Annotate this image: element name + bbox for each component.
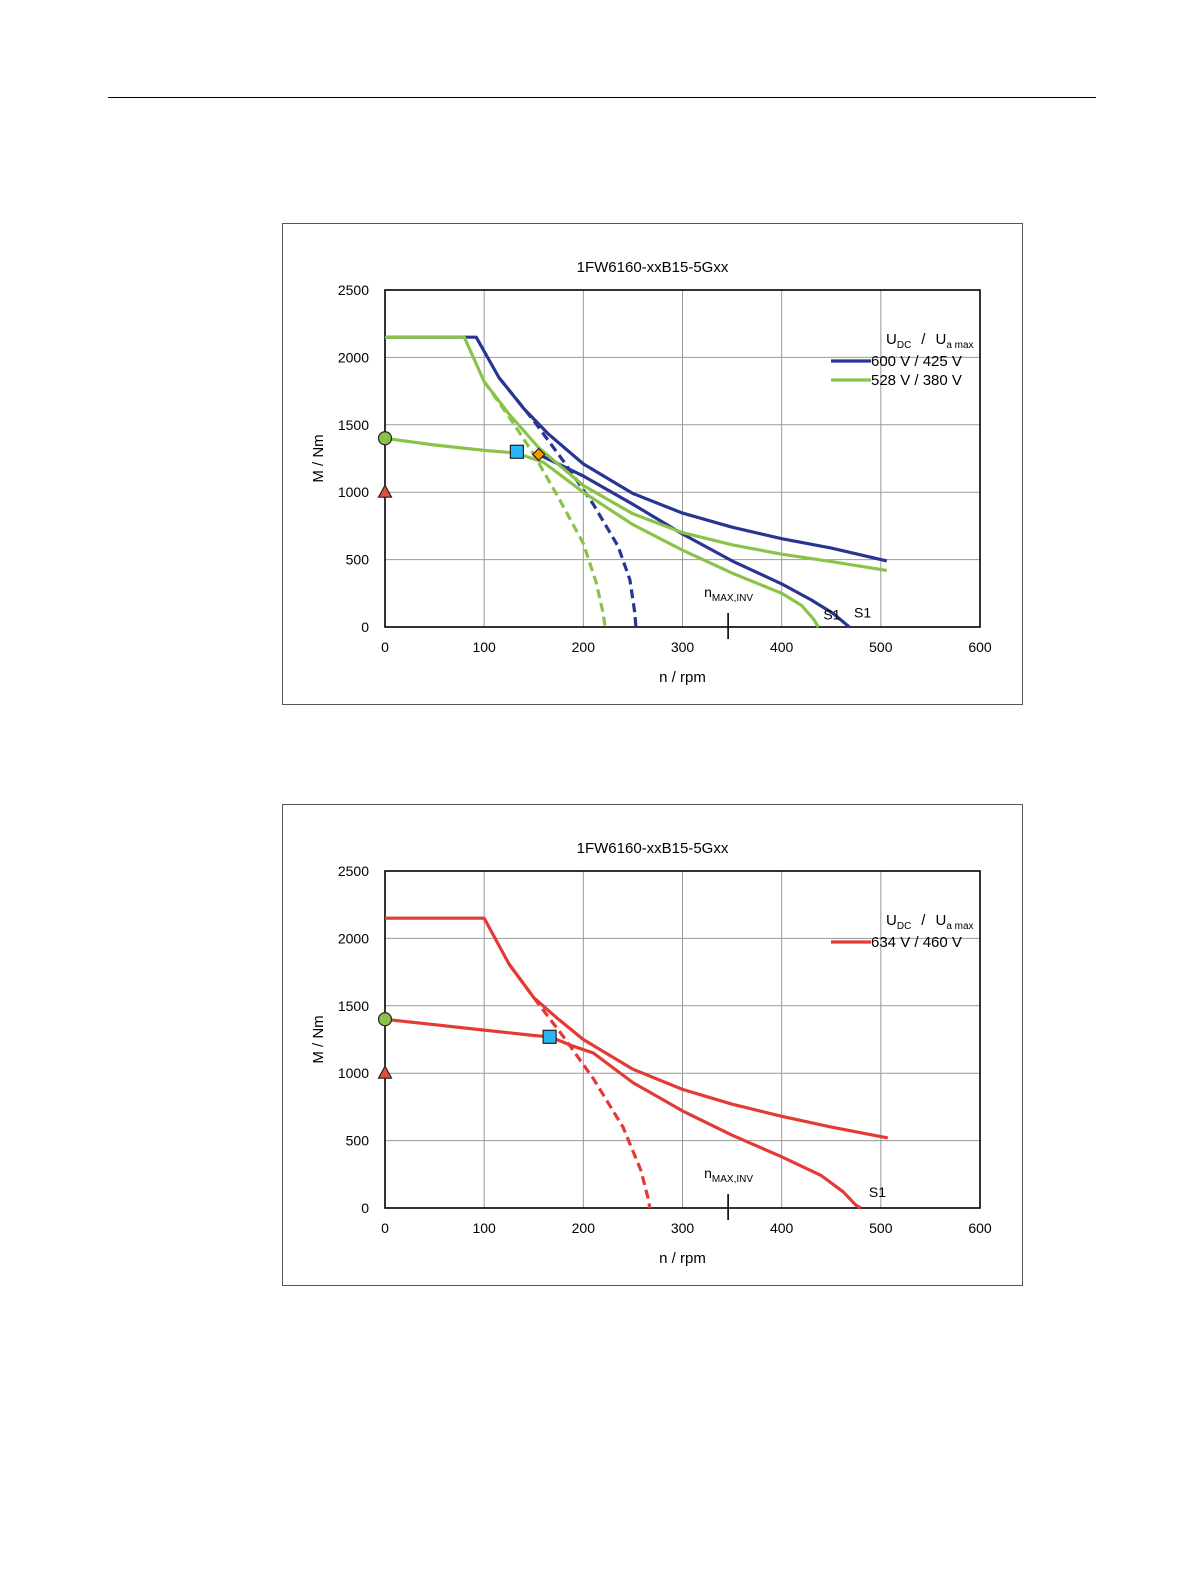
marker-triangle xyxy=(377,483,393,498)
nmax-inv-label: nMAX,INV xyxy=(704,1165,753,1185)
x-tick-label: 600 xyxy=(968,1220,992,1236)
series-0-curve-0 xyxy=(385,916,889,1140)
curve-label-s1: S1 xyxy=(823,607,840,623)
chart-title: 1FW6160-xxB15-5Gxx xyxy=(577,840,729,857)
chart-1-svg: 1FW6160-xxB15-5Gxx 0 100 200 300 400 500 600 0 50… xyxy=(310,259,992,686)
y-tick-label: 2500 xyxy=(338,282,369,298)
x-tick-label: 600 xyxy=(968,639,992,655)
legend-u-sub: DC xyxy=(897,921,911,932)
legend-entry: 528 V / 380 V xyxy=(871,372,962,389)
y-tick-label: 2000 xyxy=(338,349,369,365)
x-tick-label: 0 xyxy=(381,639,389,655)
x-tick-label: 300 xyxy=(671,639,695,655)
x-axis-label: n / rpm xyxy=(659,1250,706,1267)
y-tick-label: 1000 xyxy=(338,1065,369,1081)
nmax-inv-label: nMAX,INV xyxy=(704,584,753,604)
series-0-curve-1 xyxy=(384,1017,862,1210)
y-tick-label: 2500 xyxy=(338,863,369,879)
x-tick-label: 200 xyxy=(572,639,596,655)
x-tick-label: 200 xyxy=(572,1220,596,1236)
nmax-sub: MAX,INV xyxy=(712,1174,753,1185)
x-axis-label: n / rpm xyxy=(659,669,706,686)
chart-title: 1FW6160-xxB15-5Gxx xyxy=(577,259,729,276)
y-tick-label: 500 xyxy=(346,552,370,568)
y-tick-label: 1500 xyxy=(338,417,369,433)
marker-square xyxy=(509,444,524,459)
y-tick-label: 0 xyxy=(361,1200,369,1216)
legend-u: U xyxy=(886,912,897,929)
y-tick-label: 0 xyxy=(361,619,369,635)
legend-entry: 634 V / 460 V xyxy=(871,934,962,951)
marker-square xyxy=(542,1029,557,1044)
legend-slash: / xyxy=(921,912,926,929)
series-0-curve-1 xyxy=(538,453,851,629)
legend-ua: U xyxy=(935,912,946,929)
x-tick-label: 400 xyxy=(770,1220,794,1236)
x-tick-label: 100 xyxy=(472,639,496,655)
nmax-n: n xyxy=(704,584,712,600)
y-tick-label: 1000 xyxy=(338,484,369,500)
y-tick-label: 500 xyxy=(346,1133,370,1149)
series-1-curve-0 xyxy=(385,335,888,572)
x-tick-label: 400 xyxy=(770,639,794,655)
x-tick-label: 300 xyxy=(671,1220,695,1236)
y-tick-label: 2000 xyxy=(338,930,369,946)
legend-ua-sub: a max xyxy=(946,340,973,351)
legend-u: U xyxy=(886,331,897,348)
page-top-rule xyxy=(108,97,1096,98)
legend-title: UDC / Ua max xyxy=(886,912,974,932)
curve-label-s1: S1 xyxy=(854,605,871,621)
nmax-sub: MAX,INV xyxy=(712,593,753,604)
y-axis-label: M / Nm xyxy=(310,1015,327,1063)
series-0-curve-2 xyxy=(497,376,638,628)
y-axis-label: M / Nm xyxy=(310,434,327,482)
x-tick-label: 100 xyxy=(472,1220,496,1236)
series-1-curve-1 xyxy=(384,436,820,628)
marker-diamond xyxy=(531,447,546,462)
legend-entry: 600 V / 425 V xyxy=(871,353,962,370)
curve-label-s1: S1 xyxy=(869,1184,886,1200)
x-tick-label: 500 xyxy=(869,639,893,655)
marker-circle xyxy=(377,1012,393,1027)
series-1-curve-2 xyxy=(482,380,607,628)
x-tick-label: 0 xyxy=(381,1220,389,1236)
marker-triangle xyxy=(377,1064,393,1079)
series-0-curve-2 xyxy=(507,963,652,1209)
marker-circle xyxy=(377,431,393,446)
legend-title: UDC / Ua max xyxy=(886,331,974,351)
nmax-n: n xyxy=(704,1165,712,1181)
torque-speed-chart-1: 1FW6160-xxB15-5Gxx 0 100 200 300 400 500 600 0 50… xyxy=(282,223,1023,705)
plot-area-frame xyxy=(384,289,981,628)
y-tick-label: 1500 xyxy=(338,998,369,1014)
legend-slash: / xyxy=(921,331,926,348)
legend-ua-sub: a max xyxy=(946,921,973,932)
legend-u-sub: DC xyxy=(897,340,911,351)
chart-2-svg: 1FW6160-xxB15-5Gxx 0 100 200 300 400 500 600 0 50… xyxy=(310,840,992,1267)
legend-ua: U xyxy=(935,331,946,348)
x-tick-label: 500 xyxy=(869,1220,893,1236)
plot-area-frame xyxy=(384,870,981,1209)
torque-speed-chart-2: 1FW6160-xxB15-5Gxx 0 100 200 300 400 500 600 0 50… xyxy=(282,804,1023,1286)
series-0-curve-0 xyxy=(385,335,888,563)
